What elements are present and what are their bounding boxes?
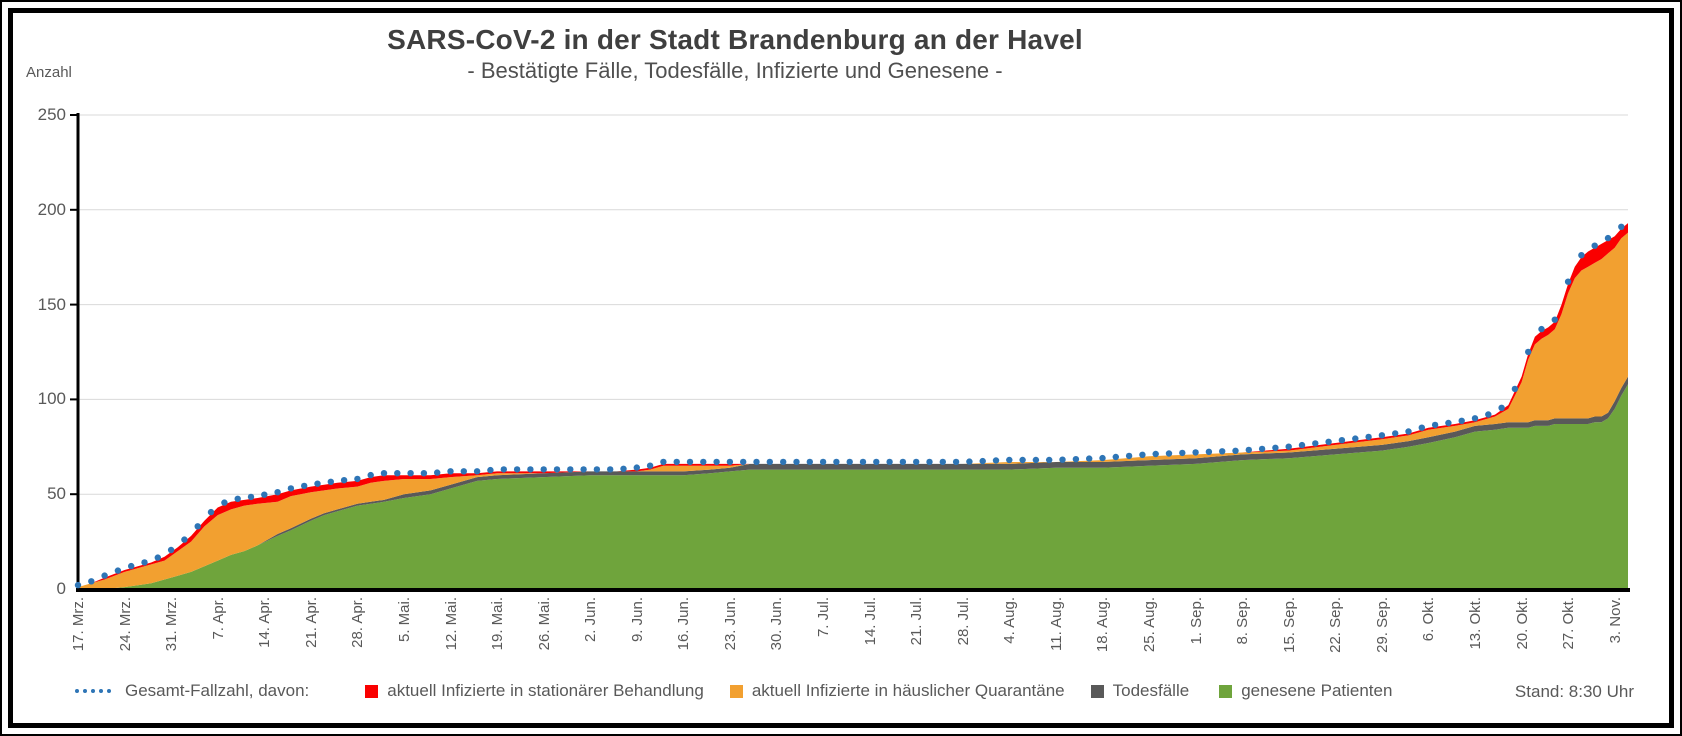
legend-label-total: Gesamt-Fallzahl, davon: (125, 681, 310, 700)
y-tick-label: 200 (37, 199, 66, 219)
red-square-icon (365, 684, 379, 698)
status-note: Stand: 8:30 Uhr (1514, 682, 1634, 701)
legend-label-hospital: aktuell Infizierte in stationärer Behand… (387, 681, 704, 700)
y-tick-label: 250 (37, 105, 66, 124)
chart-header: SARS-CoV-2 in der Stadt Brandenburg an d… (0, 24, 1470, 84)
legend-item-quarantine: aktuell Infizierte in häuslicher Quarant… (729, 681, 1065, 701)
legend-item-recovered: genesene Patienten (1219, 681, 1392, 701)
legend-label-recovered: genesene Patienten (1241, 681, 1393, 700)
legend-item-hospital: aktuell Infizierte in stationärer Behand… (365, 681, 704, 701)
chart-subtitle: - Bestätigte Fälle, Todesfälle, Infizier… (467, 58, 1003, 83)
y-tick-label: 150 (37, 294, 66, 314)
y-tick-label: 100 (37, 389, 66, 409)
y-tick-label: 0 (56, 579, 66, 598)
legend-item-total: Gesamt-Fallzahl, davon: (75, 681, 309, 701)
legend-label-quarantine: aktuell Infizierte in häuslicher Quarant… (751, 681, 1065, 700)
gray-square-icon (1090, 684, 1104, 698)
green-square-icon (1219, 684, 1233, 698)
chart-title: SARS-CoV-2 in der Stadt Brandenburg an d… (387, 24, 1083, 55)
legend: Gesamt-Fallzahl, davon: aktuell Infizier… (75, 681, 1392, 701)
legend-item-deaths: Todesfälle (1090, 681, 1190, 701)
orange-square-icon (729, 684, 743, 698)
dotted-line-icon (75, 689, 115, 693)
y-axis-title: Anzahl (26, 64, 72, 81)
legend-label-deaths: Todesfälle (1112, 681, 1190, 700)
y-tick-label: 50 (47, 484, 66, 504)
